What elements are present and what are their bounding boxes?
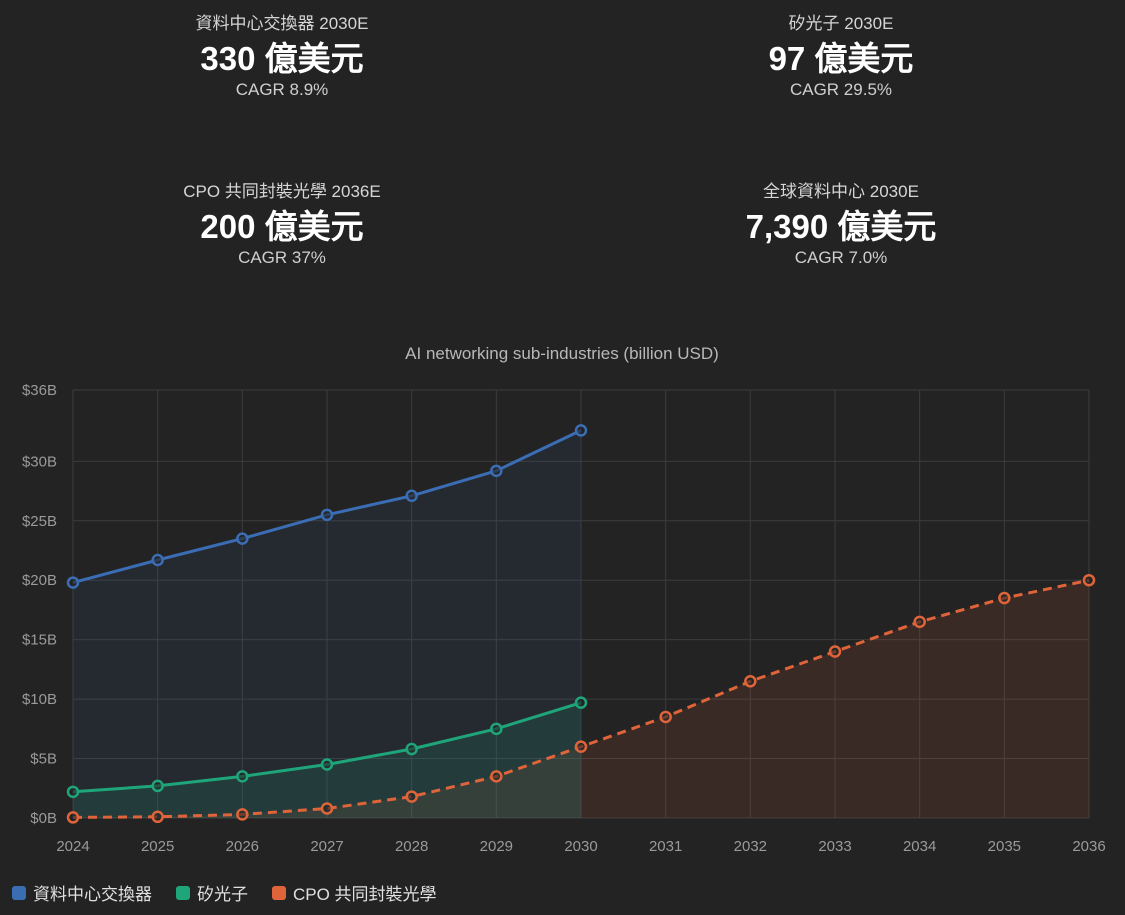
data-point [574,424,588,437]
legend: 資料中心交換器 矽光子 CPO 共同封裝光學 [12,880,437,905]
data-point [574,696,588,709]
data-point [659,710,672,724]
series-points [66,424,1096,824]
data-point [490,464,503,478]
legend-item[interactable]: 資料中心交換器 [12,880,152,905]
stat-cagr: CAGR 7.0% [794,248,888,267]
y-axis-ticks: $0B $5B $10B $15B $20B $25B $30B $36B [22,382,57,827]
legend-label: CPO 共同封裝光學 [293,885,437,904]
data-point [744,675,757,688]
stat-value: 7,390 億美元 [745,208,937,245]
data-point [151,810,164,824]
data-point [574,740,588,753]
data-point [405,742,418,756]
x-tick-label: 2034 [903,838,936,855]
legend-item[interactable]: 矽光子 [176,880,248,905]
x-tick-label: 2036 [1072,838,1105,855]
grid [72,389,1090,819]
data-point [236,532,249,545]
stat-cagr: CAGR 37% [238,248,326,267]
stat-cagr: CAGR 29.5% [789,80,893,99]
x-axis-ticks: 2024 2025 2026 2027 2028 2029 2030 2031 2032 2033… [56,838,1105,855]
x-tick-label: 2027 [310,838,343,855]
stat-value: 97 億美元 [768,40,914,77]
stat-card-cpo: CPO 共同封裝光學 2036E 200 億美元 CAGR 37% [82,181,482,269]
y-tick-label: $10B [22,691,57,708]
x-tick-label: 2024 [56,838,89,855]
y-tick-label: $25B [22,513,57,530]
data-point [1082,573,1096,587]
x-tick-label: 2026 [226,838,259,855]
legend-swatch [12,885,26,900]
stat-label: 資料中心交換器 2030E [195,14,369,33]
series-areas [73,430,1089,818]
stat-label: 全球資料中心 2030E [763,182,919,201]
legend-label: 矽光子 [197,885,248,904]
data-point [490,770,503,783]
stat-value: 330 億美元 [200,40,364,77]
y-tick-label: $5B [30,751,57,768]
data-point [405,790,418,803]
legend-swatch [176,885,190,900]
y-tick-label: $36B [22,382,57,399]
legend-swatch [272,885,286,900]
stat-value: 200 億美元 [200,208,364,245]
series-area [73,430,581,818]
data-point [913,615,926,629]
stat-label: CPO 共同封裝光學 2036E [183,182,381,201]
data-point [320,508,334,522]
x-tick-label: 2031 [649,838,682,855]
stat-cagr: CAGR 8.9% [235,80,329,99]
data-point [66,811,80,824]
y-tick-label: $0B [30,810,57,827]
data-point [320,802,334,815]
x-tick-label: 2035 [988,838,1021,855]
x-tick-label: 2025 [141,838,174,855]
x-tick-label: 2032 [734,838,767,855]
x-tick-label: 2028 [395,838,428,855]
chart-title: AI networking sub-industries (billion US… [405,344,719,363]
data-point [828,645,842,658]
legend-label: 資料中心交換器 [33,885,152,904]
x-tick-label: 2033 [818,838,851,855]
line-chart: AI networking sub-industries (billion US… [22,344,1106,855]
stat-card-switches: 資料中心交換器 2030E 330 億美元 CAGR 8.9% [82,13,482,101]
data-point [151,779,164,793]
data-point [66,576,80,589]
series-area [73,702,581,818]
x-tick-label: 2029 [480,838,513,855]
data-point [151,553,164,567]
data-point [998,591,1011,605]
x-tick-label: 2030 [564,838,597,855]
y-tick-label: $30B [22,453,57,470]
data-point [236,770,249,783]
legend-item[interactable]: CPO 共同封裝光學 [272,880,437,905]
series-area [73,580,1089,818]
data-point [66,785,80,799]
data-point [405,489,418,503]
y-tick-label: $20B [22,572,57,589]
stat-label: 矽光子 2030E [788,14,894,33]
data-point [490,722,503,736]
stat-card-silicon-photonics: 矽光子 2030E 97 億美元 CAGR 29.5% [641,13,1041,101]
y-tick-label: $15B [22,632,57,649]
data-point [236,808,249,821]
data-point [320,758,334,771]
stat-card-global-datacenter: 全球資料中心 2030E 7,390 億美元 CAGR 7.0% [641,181,1041,269]
